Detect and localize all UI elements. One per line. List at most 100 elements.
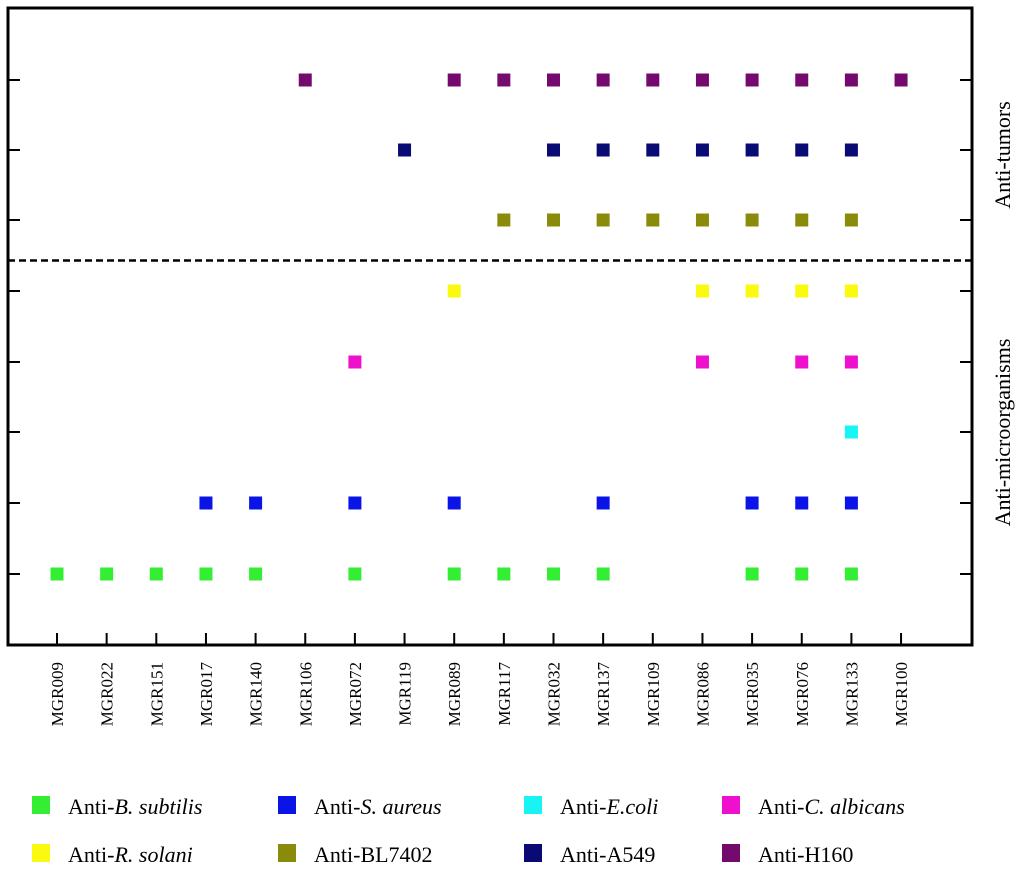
data-point bbox=[795, 213, 809, 227]
data-point bbox=[497, 213, 511, 227]
legend-swatch bbox=[722, 844, 740, 862]
x-tick-label: MGR086 bbox=[693, 662, 712, 726]
x-tick-label: MGR106 bbox=[296, 662, 315, 726]
legend-label: Anti-C. albicans bbox=[758, 794, 905, 819]
x-tick-label: MGR017 bbox=[197, 662, 216, 727]
x-tick-label: MGR072 bbox=[346, 662, 365, 726]
data-point bbox=[844, 496, 858, 510]
data-point bbox=[398, 143, 412, 157]
data-point bbox=[497, 567, 511, 581]
data-point bbox=[795, 73, 809, 87]
data-point bbox=[596, 567, 610, 581]
x-tick-label: MGR140 bbox=[247, 662, 266, 726]
data-point bbox=[695, 284, 709, 298]
axis-ticks bbox=[8, 79, 972, 645]
legend-label: Anti-H160 bbox=[758, 842, 853, 867]
data-point bbox=[596, 73, 610, 87]
data-point bbox=[447, 496, 461, 510]
x-tick-label: MGR076 bbox=[793, 662, 812, 726]
data-point bbox=[844, 143, 858, 157]
data-point bbox=[348, 496, 362, 510]
data-point bbox=[547, 213, 560, 227]
data-point bbox=[844, 73, 858, 87]
data-point bbox=[547, 143, 560, 157]
data-points bbox=[50, 73, 908, 581]
x-tick-label: MGR009 bbox=[48, 662, 67, 726]
legend-swatch bbox=[32, 796, 50, 814]
x-tick-label: MGR035 bbox=[743, 662, 762, 726]
legend-swatch bbox=[722, 796, 740, 814]
data-point bbox=[199, 496, 213, 510]
data-point bbox=[844, 425, 858, 439]
data-point bbox=[50, 567, 64, 581]
x-tick-label: MGR119 bbox=[396, 662, 415, 726]
data-point bbox=[348, 355, 362, 369]
data-point bbox=[596, 213, 610, 227]
x-tick-labels: MGR009 MGR022 MGR151 MGR017 MGR140 MGR106 MGR0… bbox=[48, 662, 911, 727]
data-point bbox=[596, 143, 610, 157]
data-point bbox=[695, 73, 709, 87]
data-point bbox=[894, 73, 908, 87]
data-point bbox=[844, 567, 858, 581]
data-point bbox=[844, 355, 858, 369]
legend-label: Anti-B. subtilis bbox=[68, 794, 202, 819]
legend-swatch bbox=[524, 844, 542, 862]
data-point bbox=[646, 213, 660, 227]
data-point bbox=[547, 73, 560, 87]
data-point bbox=[646, 143, 660, 157]
legend-swatch bbox=[32, 844, 50, 862]
group-label: Anti-microorganisms bbox=[990, 339, 1015, 527]
data-point bbox=[745, 143, 759, 157]
data-point bbox=[149, 567, 163, 581]
legend-label: Anti-S. aureus bbox=[314, 794, 442, 819]
data-point bbox=[249, 567, 263, 581]
data-point bbox=[497, 73, 511, 87]
legend: Anti-B. subtilis Anti-S. aureus Anti-E.col… bbox=[32, 794, 905, 867]
legend-label: Anti-E.coli bbox=[560, 794, 658, 819]
legend-swatch bbox=[524, 796, 542, 814]
legend-label: Anti-R. solani bbox=[68, 842, 193, 867]
x-tick-label: MGR151 bbox=[147, 662, 166, 726]
group-labels: Anti-tumors Anti-microorganisms bbox=[990, 101, 1015, 526]
x-tick-label: MGR089 bbox=[445, 662, 464, 726]
data-point bbox=[695, 355, 709, 369]
data-point bbox=[447, 567, 461, 581]
data-point bbox=[745, 284, 759, 298]
data-point bbox=[100, 567, 114, 581]
data-point bbox=[795, 496, 809, 510]
data-point bbox=[745, 567, 759, 581]
data-point bbox=[695, 213, 709, 227]
legend-label: Anti-A549 bbox=[560, 842, 655, 867]
x-tick-label: MGR100 bbox=[892, 662, 911, 726]
data-point bbox=[745, 73, 759, 87]
plot-frame bbox=[6, 6, 974, 647]
legend-swatch bbox=[278, 844, 296, 862]
data-point bbox=[447, 73, 461, 87]
x-tick-label: MGR137 bbox=[594, 662, 613, 727]
x-tick-label: MGR109 bbox=[644, 662, 663, 726]
data-point bbox=[745, 496, 759, 510]
data-point bbox=[795, 284, 809, 298]
data-point bbox=[298, 73, 312, 87]
x-tick-label: MGR133 bbox=[842, 662, 861, 726]
legend-swatch bbox=[278, 796, 296, 814]
data-point bbox=[348, 567, 362, 581]
data-point bbox=[795, 143, 809, 157]
x-tick-label: MGR117 bbox=[495, 662, 514, 726]
data-point bbox=[844, 284, 858, 298]
data-point bbox=[199, 567, 213, 581]
data-point bbox=[646, 73, 660, 87]
data-point bbox=[745, 213, 759, 227]
data-point bbox=[596, 496, 610, 510]
data-point bbox=[695, 143, 709, 157]
legend-label: Anti-BL7402 bbox=[314, 842, 433, 867]
data-point bbox=[447, 284, 461, 298]
x-tick-label: MGR022 bbox=[98, 662, 117, 726]
data-point bbox=[795, 567, 809, 581]
data-point bbox=[795, 355, 809, 369]
group-label: Anti-tumors bbox=[990, 101, 1015, 209]
x-tick-label: MGR032 bbox=[545, 662, 564, 726]
data-point bbox=[547, 567, 560, 581]
data-point bbox=[844, 213, 858, 227]
